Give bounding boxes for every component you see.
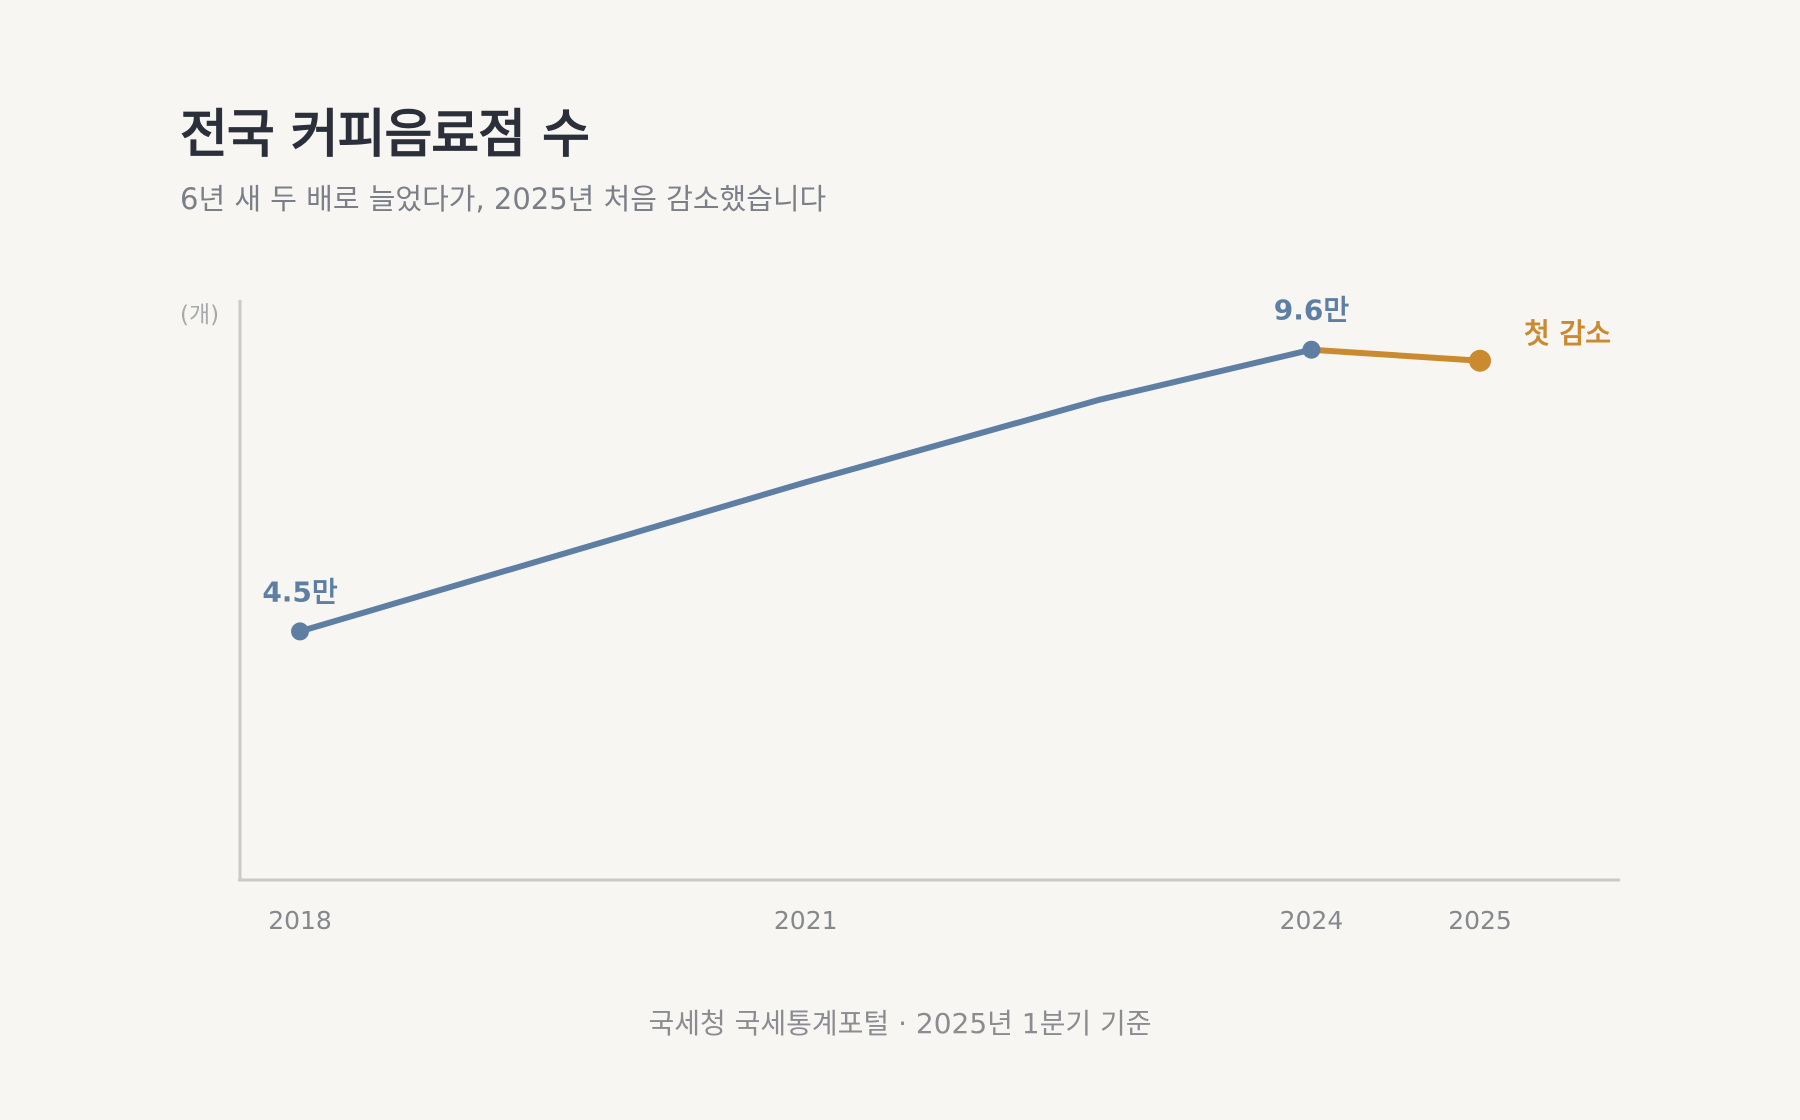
data-label: 9.6만 — [1274, 294, 1350, 327]
series-line-main — [297, 346, 1315, 635]
chart-subtitle: 6년 새 두 배로 늘었다가, 2025년 처음 감소했습니다 — [180, 182, 827, 216]
data-labels: 4.5만 9.6만첫 감소 — [262, 294, 1611, 609]
series-lines — [297, 346, 1483, 635]
point-marker — [291, 622, 309, 641]
x-tick-labels: 2018 2021 2024 2025 — [268, 906, 1512, 935]
chart-title: 전국 커피음료점 수 — [180, 105, 590, 165]
x-tick-label: 2024 — [1280, 906, 1344, 935]
highlight-decline-line — [1308, 346, 1483, 364]
series-markers — [291, 340, 1491, 641]
data-label: 첫 감소 — [1524, 317, 1611, 350]
source-note: 국세청 국세통계포털 · 2025년 1분기 기준 — [648, 1007, 1152, 1040]
point-marker — [1302, 340, 1321, 359]
y-axis-unit-label: (개) — [180, 302, 219, 328]
data-label: 4.5만 — [262, 575, 338, 608]
x-tick-label: 2025 — [1448, 906, 1512, 935]
point-marker — [1469, 349, 1491, 372]
x-tick-label: 2018 — [268, 906, 332, 935]
x-tick-label: 2021 — [774, 906, 838, 935]
